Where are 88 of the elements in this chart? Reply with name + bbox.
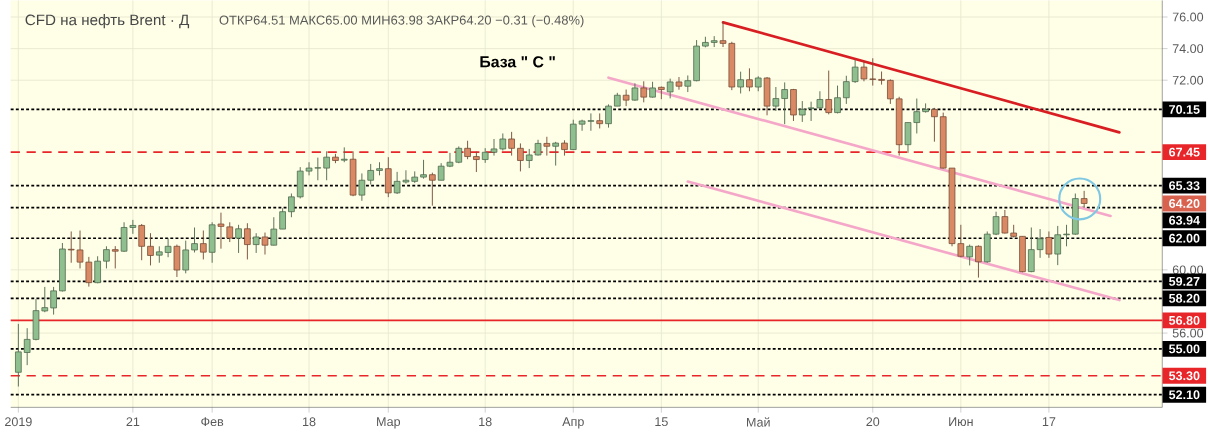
y-tick-label: 72.00 [1172, 75, 1204, 85]
x-tick-label: Июн [949, 417, 973, 427]
candlestick [622, 89, 630, 107]
candlestick [508, 131, 515, 157]
candlestick [138, 223, 145, 261]
candlestick [147, 232, 154, 266]
candlestick [367, 163, 374, 185]
candlestick [798, 100, 806, 123]
ref-line-label: 52.10 [1169, 390, 1200, 400]
y-tick-label: 74.00 [1172, 44, 1204, 54]
y-tick-label: 60.00 [1172, 265, 1204, 275]
text: ОТКР64.51 МАКС65.00 МИН63.98 ЗАКР64.20 −0.31 (−0.48%) [219, 15, 584, 28]
candlestick [261, 232, 269, 255]
candlestick [825, 70, 833, 115]
x-tick-label: Апр [562, 417, 584, 429]
candlestick [50, 286, 57, 316]
candlestick [164, 237, 172, 258]
y-tick-label: 76.00 [1172, 12, 1204, 22]
candlestick [834, 85, 841, 114]
candlestick [878, 71, 885, 86]
candlestick [103, 245, 110, 269]
ref-line-label: 55.00 [1169, 344, 1200, 354]
candlestick [772, 86, 780, 112]
x-tick-label: 20 [866, 417, 880, 427]
candlestick [666, 78, 674, 99]
x-tick-label: Фев [201, 417, 224, 427]
candlestick [473, 151, 480, 173]
candlestick [173, 244, 181, 278]
candlestick [737, 71, 744, 94]
candlestick [1001, 209, 1009, 234]
candlestick [843, 75, 850, 105]
x-tick-label: 18 [303, 417, 316, 427]
ref-line-label: 56.80 [1169, 315, 1200, 325]
x-tick-label: 21 [126, 417, 140, 427]
candlestick [15, 323, 22, 387]
candlestick [746, 67, 753, 92]
candlestick [931, 107, 938, 143]
annotation: База " С " [480, 56, 555, 68]
ref-line-label: 59.27 [1169, 276, 1200, 286]
candlestick [288, 193, 295, 218]
ref-line-label: 63.94 [1169, 215, 1200, 225]
candlestick [1027, 227, 1035, 273]
candlestick [323, 150, 330, 181]
candlestick [420, 159, 427, 180]
candlestick [235, 224, 242, 254]
candlestick [887, 78, 894, 105]
candlestick [111, 245, 119, 269]
ref-line-label: 70.15 [1169, 104, 1200, 114]
candlestick [358, 172, 366, 202]
candlestick [464, 140, 471, 160]
candlestick [191, 227, 198, 253]
ref-line-label: 62.00 [1169, 233, 1200, 243]
candlestick [340, 146, 348, 163]
candlestick [517, 142, 524, 172]
candlestick [244, 222, 251, 260]
candlestick [781, 81, 788, 125]
candlestick [640, 80, 648, 103]
ref-line-label: 53.30 [1169, 371, 1200, 381]
x-tick-label: Мар [377, 417, 401, 429]
candlestick [429, 172, 436, 207]
ref-line-label: 58.20 [1169, 293, 1200, 303]
candlestick [675, 76, 683, 91]
candlestick [966, 244, 973, 266]
candlestick [279, 207, 286, 230]
candlestick [851, 59, 859, 84]
ref-line-label: 65.33 [1169, 181, 1200, 191]
candlestick [605, 103, 612, 129]
candlestick [182, 240, 190, 274]
candlestick [543, 136, 551, 157]
candlestick [94, 255, 101, 284]
candlestick [252, 232, 260, 254]
ref-line-label: 67.45 [1169, 147, 1200, 157]
candlestick [200, 230, 207, 260]
candlestick [1036, 228, 1044, 259]
x-tick-label: 15 [655, 417, 668, 427]
x-tick-label: 18 [479, 417, 492, 427]
candlestick [1080, 190, 1088, 208]
text: 64.20 [1169, 199, 1200, 208]
text: CFD на нефть Brent · Д [25, 14, 190, 29]
candlestick [1063, 224, 1070, 247]
candlestick [1045, 230, 1053, 259]
candlestick [270, 216, 278, 246]
x-tick-label: 17 [1042, 417, 1056, 426]
candlestick [975, 244, 982, 279]
candlestick [1054, 225, 1062, 266]
x-tick-label: Май [747, 417, 770, 427]
y-tick-label: 56.00 [1172, 328, 1204, 338]
x-tick-label: 2019 [5, 417, 32, 427]
